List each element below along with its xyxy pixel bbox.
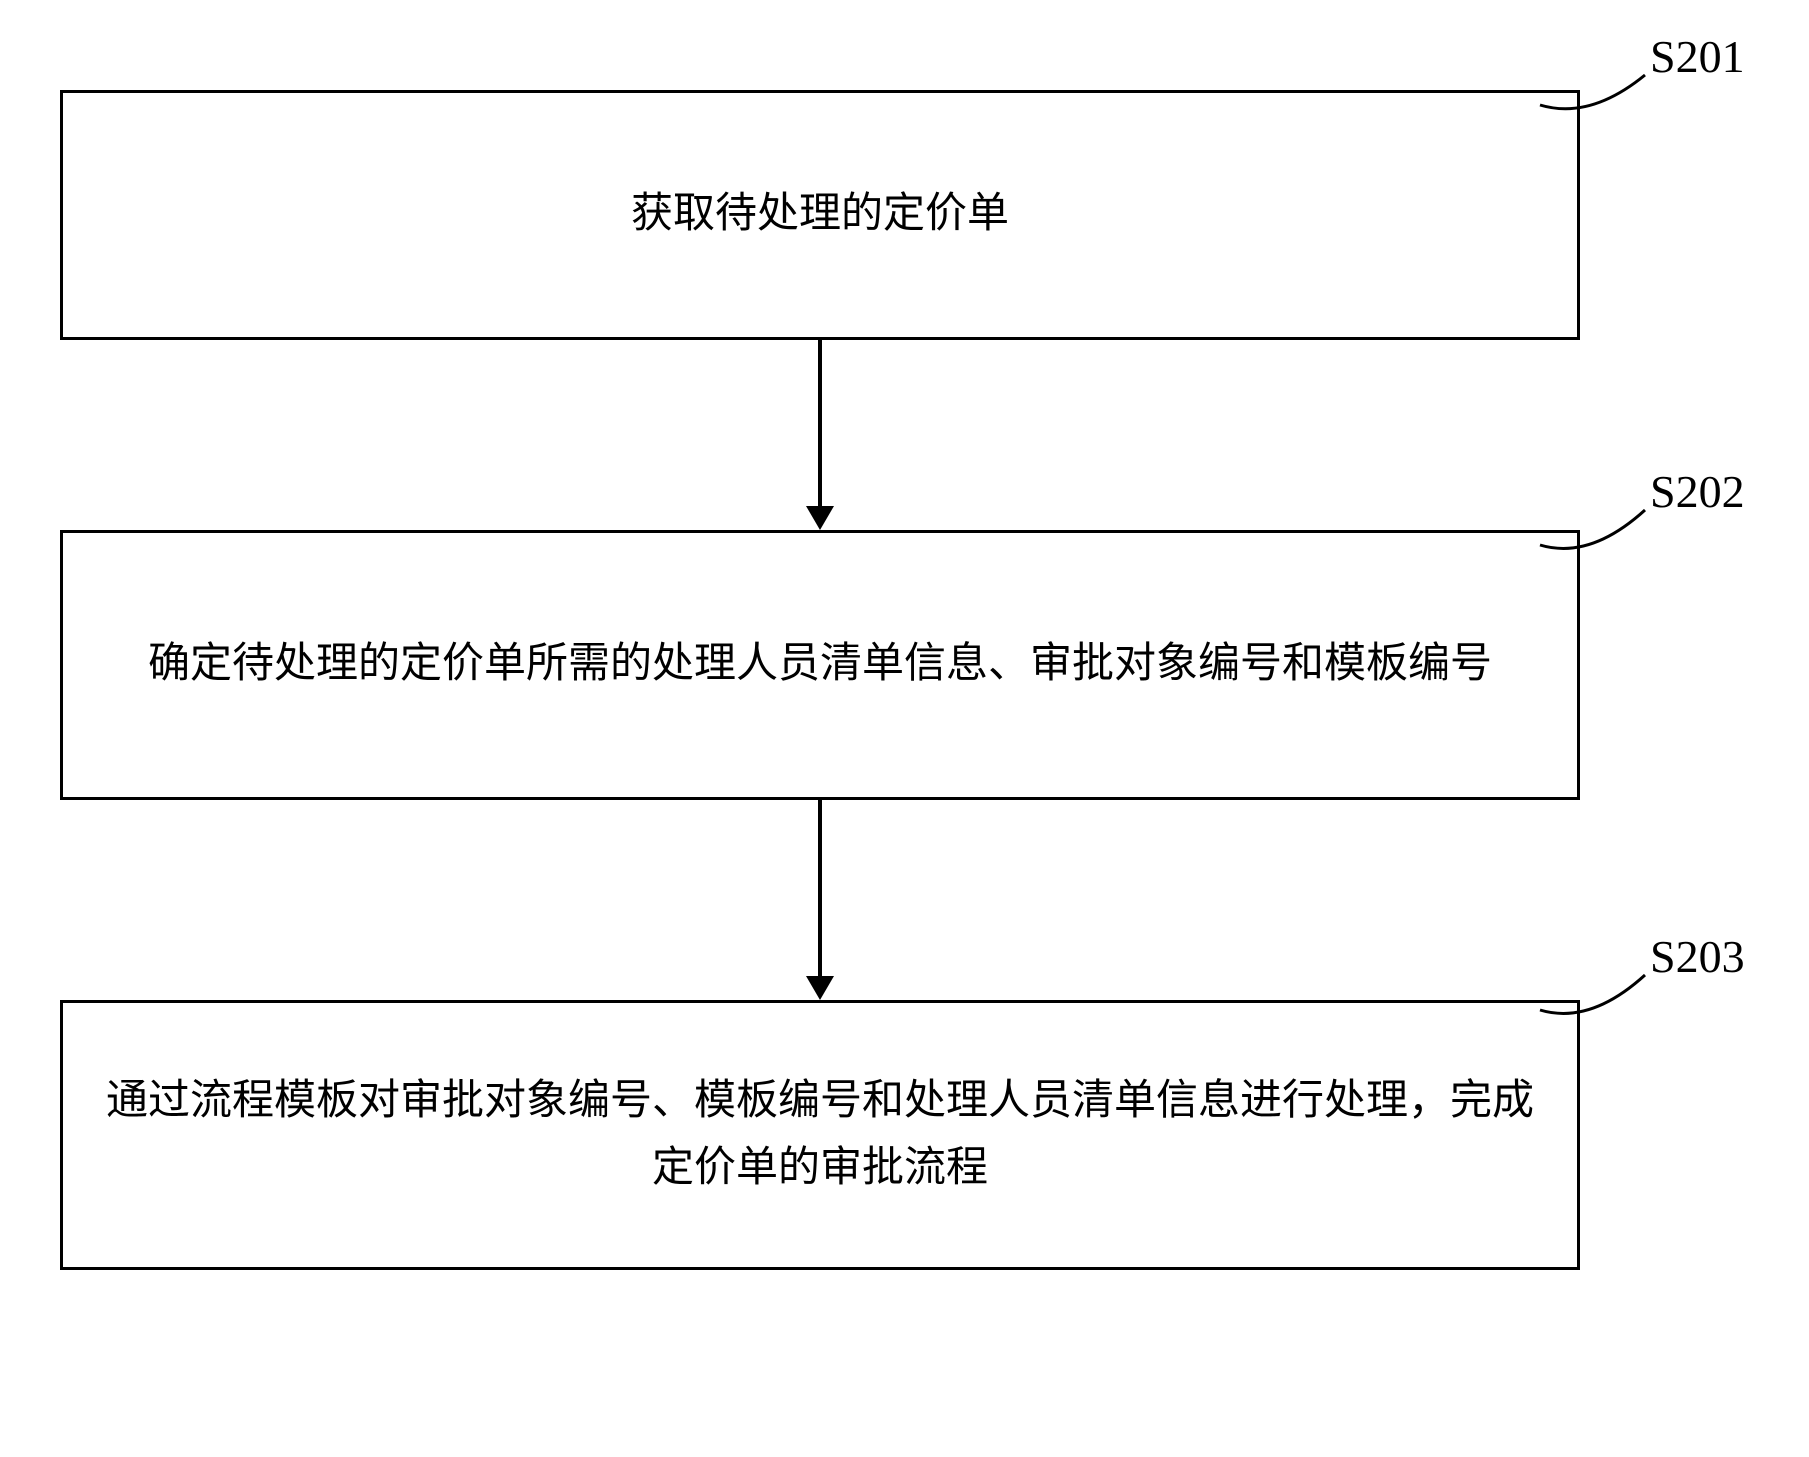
arrow-1-head — [806, 506, 834, 530]
leader-line-s203 — [0, 0, 1809, 1457]
arrow-2-shaft — [818, 800, 822, 978]
flowchart-canvas: 获取待处理的定价单 确定待处理的定价单所需的处理人员清单信息、审批对象编号和模板… — [0, 0, 1809, 1457]
arrow-2-head — [806, 976, 834, 1000]
arrow-1-shaft — [818, 340, 822, 508]
